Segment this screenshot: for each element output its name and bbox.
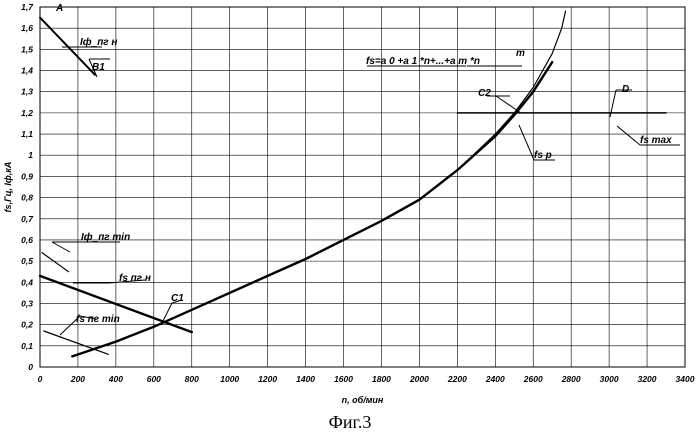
annotation-pointer [171, 299, 183, 304]
y-tick-label: 1,7 [21, 2, 34, 12]
annotation-label-fs-pg-min: fs пг min [76, 314, 120, 325]
annotation-label-A: A [55, 3, 63, 14]
annotation-label-B1: B1 [92, 62, 105, 73]
y-tick-label: 0,5 [21, 256, 33, 266]
series-if_pg_min [41, 252, 70, 273]
annotation-pointer [79, 315, 97, 320]
grid [40, 7, 685, 367]
annotation-pointer [59, 315, 81, 336]
x-tick-label: 2200 [447, 374, 467, 384]
series [38, 10, 667, 358]
x-tick-label: 0 [38, 374, 43, 384]
annotation-label-if-pg-min: Iф_пг min [81, 231, 130, 243]
annotation-pointer [160, 302, 173, 326]
annotation-label-if-pg-n: Iф_пг н [80, 36, 117, 48]
y-tick-label: 0,2 [21, 320, 33, 330]
annotation-label-fs-p: fs p [534, 150, 552, 161]
y-tick-label: 1,1 [21, 129, 33, 139]
x-tick-label: 1600 [334, 374, 353, 384]
plot-frame [39, 6, 686, 368]
annotation-pointer [616, 125, 641, 146]
annotation-pointer [495, 95, 522, 114]
y-tick-label: 1,2 [21, 108, 33, 118]
series-fs_poly [456, 10, 567, 171]
x-tick-label: 800 [185, 374, 199, 384]
y-tick-label: 0,9 [21, 171, 33, 181]
y-tick-label: 1,3 [21, 87, 33, 97]
x-tick-label: 2800 [561, 374, 581, 384]
x-tick-label: 2600 [523, 374, 543, 384]
y-tick-label: 0 [28, 362, 33, 372]
y-tick-label: 0,3 [21, 298, 33, 308]
x-tick-label: 400 [108, 374, 123, 384]
x-tick-label: 3000 [600, 374, 619, 384]
annotation-pointers [51, 46, 680, 336]
annotation-label-formula: fs=a 0 +a 1 *n+...+a m *n [366, 56, 480, 67]
y-tick-label: 1,4 [21, 66, 33, 76]
y-tick-label: 0,4 [21, 277, 33, 287]
x-tick-label: 2000 [409, 374, 429, 384]
x-tick-label: 1200 [258, 374, 277, 384]
annotation-label-fs-max: fs max [640, 135, 672, 146]
y-axis-title: fs,Гц, Iф,кА [3, 162, 13, 213]
x-tick-label: 2400 [485, 374, 505, 384]
annotation-pointer [108, 279, 146, 284]
x-tick-label: 1400 [296, 374, 315, 384]
x-tick-label: 3200 [638, 374, 657, 384]
annotations: A B1 C1 C2 D Iф_пг н Iф_пг min fs пг н fs пг min… [55, 3, 672, 325]
y-tick-label: 0,6 [21, 235, 33, 245]
x-axis-title: n, об/мин [342, 395, 384, 405]
x-tick-label: 200 [70, 374, 85, 384]
series-fs_p [71, 60, 554, 358]
series-if_pg_n [39, 16, 96, 76]
x-tick-label: 1800 [372, 374, 391, 384]
y-tick-label: 0,1 [21, 341, 33, 351]
annotation-label-fs-pg-n: fs пг н [119, 273, 151, 284]
figure-caption: Фиг.3 [329, 412, 372, 432]
annotation-label-C1: C1 [171, 293, 184, 304]
y-tick-label: 0,7 [21, 214, 34, 224]
annotation-pointer [518, 124, 535, 161]
annotation-pointer [88, 58, 98, 78]
annotation-label-C2: C2 [478, 88, 491, 99]
y-tick-label: 1,6 [21, 23, 33, 33]
y-tick-label: 1 [28, 150, 33, 160]
series-fs_pg_n [38, 274, 193, 334]
y-tick-label: 0,8 [21, 193, 33, 203]
x-tick-label: 600 [147, 374, 161, 384]
tick-labels: 0 200 400 600 800 1000 1200 1400 1600 1800 2000 220… [21, 2, 695, 384]
x-tick-label: 3400 [676, 374, 695, 384]
y-tick-label: 1,5 [21, 44, 33, 54]
annotation-label-formula-exp: m [516, 48, 525, 59]
series-fs_pg_min [43, 330, 109, 355]
annotation-label-D: D [622, 84, 629, 95]
annotation-pointer [609, 89, 617, 118]
x-tick-label: 1000 [220, 374, 239, 384]
annotation-pointer [51, 241, 71, 253]
